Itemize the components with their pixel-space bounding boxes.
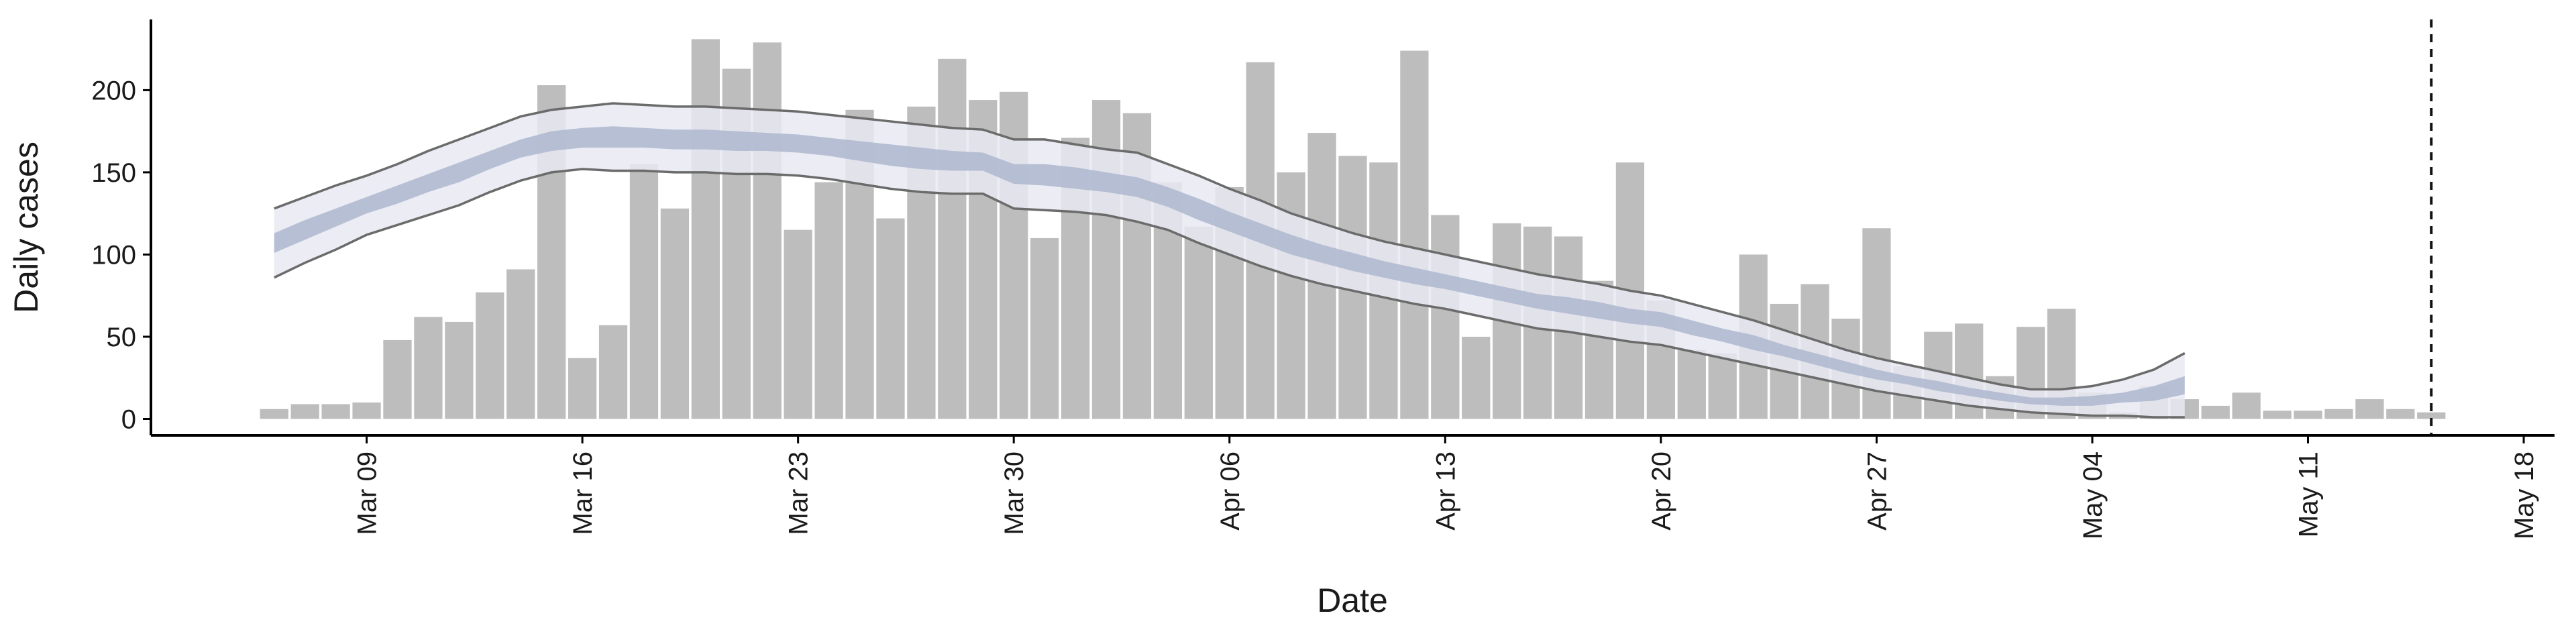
bar <box>629 164 659 419</box>
band-edge-line <box>273 168 2185 419</box>
bar <box>383 339 412 419</box>
y-tick-label: 100 <box>91 240 136 270</box>
bar <box>1030 237 1059 419</box>
bar <box>2417 412 2446 419</box>
x-tick-label: May 11 <box>2294 451 2324 537</box>
bar <box>2386 409 2415 419</box>
x-tick-label: May 18 <box>2510 451 2539 539</box>
x-tick-label: Apr 13 <box>1431 451 1460 531</box>
bar <box>1400 50 1429 419</box>
bar <box>1462 336 1491 419</box>
bar <box>2232 392 2261 419</box>
band <box>274 126 2185 406</box>
y-axis-title: Daily cases <box>7 142 45 313</box>
bar <box>290 404 319 419</box>
x-tick-label: Mar 30 <box>1000 451 1029 535</box>
bar <box>1708 353 1737 419</box>
y-tick-label: 200 <box>91 76 136 105</box>
x-tick-label: Mar 16 <box>568 451 598 535</box>
bar <box>2294 411 2322 419</box>
x-tick-label: Apr 27 <box>1862 451 1892 531</box>
bar <box>352 402 381 419</box>
band-edge-line <box>274 102 2186 391</box>
x-tick-label: May 04 <box>2078 451 2108 539</box>
y-tick-label: 0 <box>121 405 136 434</box>
x-tick-label: Mar 09 <box>353 451 382 535</box>
bar <box>691 39 720 419</box>
bar <box>414 317 443 419</box>
y-tick-label: 150 <box>91 158 136 188</box>
bar <box>598 325 628 419</box>
bar <box>1184 226 1213 419</box>
bar <box>260 409 288 419</box>
y-tick-label: 50 <box>107 323 137 352</box>
bar <box>2201 405 2230 419</box>
bar <box>1677 350 1706 419</box>
bar <box>2263 411 2292 419</box>
x-tick-label: Mar 23 <box>784 451 814 535</box>
bar <box>476 292 504 419</box>
band <box>274 103 2185 418</box>
bar <box>876 218 905 419</box>
x-tick-label: Apr 20 <box>1647 451 1676 531</box>
bar <box>814 182 843 419</box>
bar <box>321 404 350 419</box>
bar <box>660 208 690 419</box>
bar <box>568 358 597 419</box>
bar <box>506 269 535 419</box>
bar <box>784 229 812 419</box>
bar <box>938 58 967 419</box>
bar <box>753 42 782 419</box>
x-axis-title: Date <box>1317 582 1388 619</box>
bar <box>2324 409 2353 419</box>
bar <box>445 321 474 419</box>
bar <box>1431 215 1460 419</box>
x-tick-label: Apr 06 <box>1216 451 1245 531</box>
bar <box>2355 399 2384 419</box>
